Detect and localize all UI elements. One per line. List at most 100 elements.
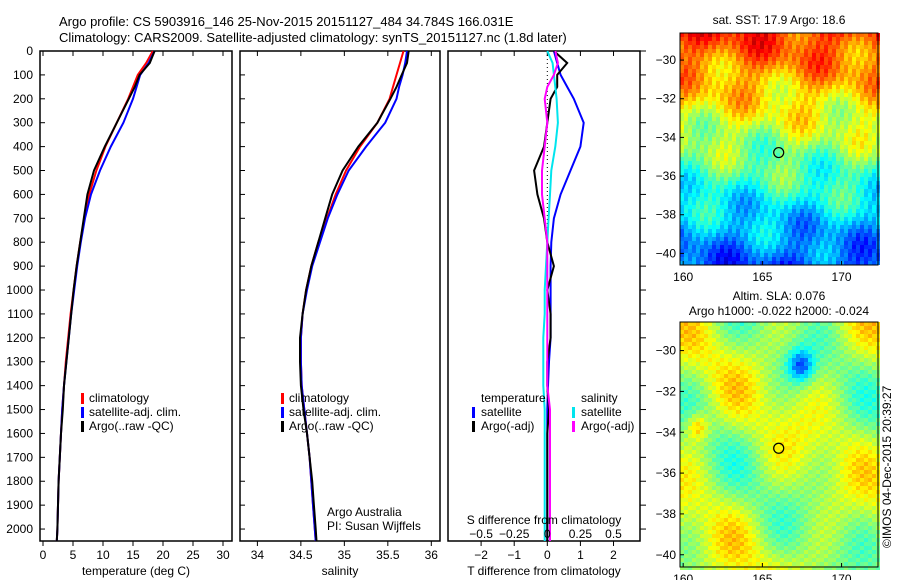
map-cell — [684, 426, 688, 430]
map-cell — [696, 390, 700, 394]
map-cell — [732, 181, 736, 185]
map-cell — [776, 330, 780, 334]
map-cell — [744, 370, 748, 374]
map-cell — [812, 430, 816, 434]
map-cell — [684, 213, 688, 217]
map-cell — [772, 225, 776, 229]
map-cell — [764, 93, 768, 97]
map-cell — [864, 362, 868, 366]
map-cell — [768, 370, 772, 374]
map-cell — [812, 446, 816, 450]
map-cell — [804, 93, 808, 97]
map-cell — [828, 217, 832, 221]
map-cell — [784, 49, 788, 53]
map-cell — [772, 354, 776, 358]
map-cell — [692, 137, 696, 141]
map-cell — [872, 45, 876, 49]
map-cell — [760, 97, 764, 101]
map-cell — [724, 93, 728, 97]
map-cell — [812, 41, 816, 45]
map-cell — [868, 205, 872, 209]
map-cell — [780, 109, 784, 113]
map-cell — [724, 201, 728, 205]
map-cell — [784, 362, 788, 366]
map-cell — [748, 69, 752, 73]
map-cell — [772, 233, 776, 237]
map-cell — [852, 77, 856, 81]
map-cell — [856, 177, 860, 181]
map-cell — [732, 77, 736, 81]
map-cell — [804, 145, 808, 149]
map-cell — [736, 418, 740, 422]
map-cell — [812, 261, 816, 265]
map-cell — [680, 37, 684, 41]
map-cell — [832, 97, 836, 101]
map-cell — [864, 201, 868, 205]
map-cell — [680, 350, 684, 354]
map-cell — [840, 438, 844, 442]
map-cell — [868, 378, 872, 382]
map-cell — [788, 253, 792, 257]
map-cell — [868, 161, 872, 165]
map-cell — [760, 137, 764, 141]
map-cell — [776, 157, 780, 161]
map-cell — [832, 181, 836, 185]
map-cell — [736, 181, 740, 185]
map-cell — [736, 366, 740, 370]
depth-tick-label: 1500 — [6, 403, 33, 417]
map-cell — [832, 221, 836, 225]
map-cell — [704, 61, 708, 65]
map-cell — [784, 125, 788, 129]
map-cell — [856, 193, 860, 197]
map-cell — [712, 390, 716, 394]
map-cell — [828, 245, 832, 249]
map-cell — [860, 189, 864, 193]
map-cell — [748, 137, 752, 141]
map-cell — [832, 249, 836, 253]
map-cell — [840, 217, 844, 221]
map-cell — [768, 137, 772, 141]
map-cell — [680, 173, 684, 177]
map-cell — [776, 105, 780, 109]
map-cell — [868, 101, 872, 105]
map-cell — [724, 390, 728, 394]
map-cell — [712, 157, 716, 161]
map-cell — [856, 426, 860, 430]
map-cell — [692, 462, 696, 466]
map-cell — [872, 261, 876, 265]
map-cell — [804, 109, 808, 113]
map-cell — [768, 354, 772, 358]
map-cell — [812, 205, 816, 209]
map-cell — [704, 462, 708, 466]
map-cell — [768, 205, 772, 209]
map-cell — [796, 153, 800, 157]
map-cell — [816, 382, 820, 386]
map-cell — [824, 209, 828, 213]
map-cell — [728, 350, 732, 354]
map-cell — [756, 410, 760, 414]
map-cell — [844, 374, 848, 378]
map-cell — [728, 261, 732, 265]
map-cell — [744, 189, 748, 193]
map-cell — [716, 470, 720, 474]
map-cell — [824, 458, 828, 462]
map-cell — [788, 69, 792, 73]
map-cell — [688, 386, 692, 390]
x-tick-label: 1 — [577, 548, 584, 562]
map-cell — [732, 49, 736, 53]
map-cell — [836, 257, 840, 261]
map-cell — [708, 358, 712, 362]
map-cell — [744, 177, 748, 181]
map-cell — [748, 97, 752, 101]
map-cell — [804, 338, 808, 342]
map-cell — [708, 81, 712, 85]
map-cell — [684, 61, 688, 65]
map-cell — [732, 65, 736, 69]
map-cell — [784, 334, 788, 338]
map-cell — [744, 101, 748, 105]
map-cell — [812, 37, 816, 41]
map-cell — [784, 446, 788, 450]
map-cell — [784, 454, 788, 458]
map-cell — [736, 434, 740, 438]
map-cell — [716, 462, 720, 466]
